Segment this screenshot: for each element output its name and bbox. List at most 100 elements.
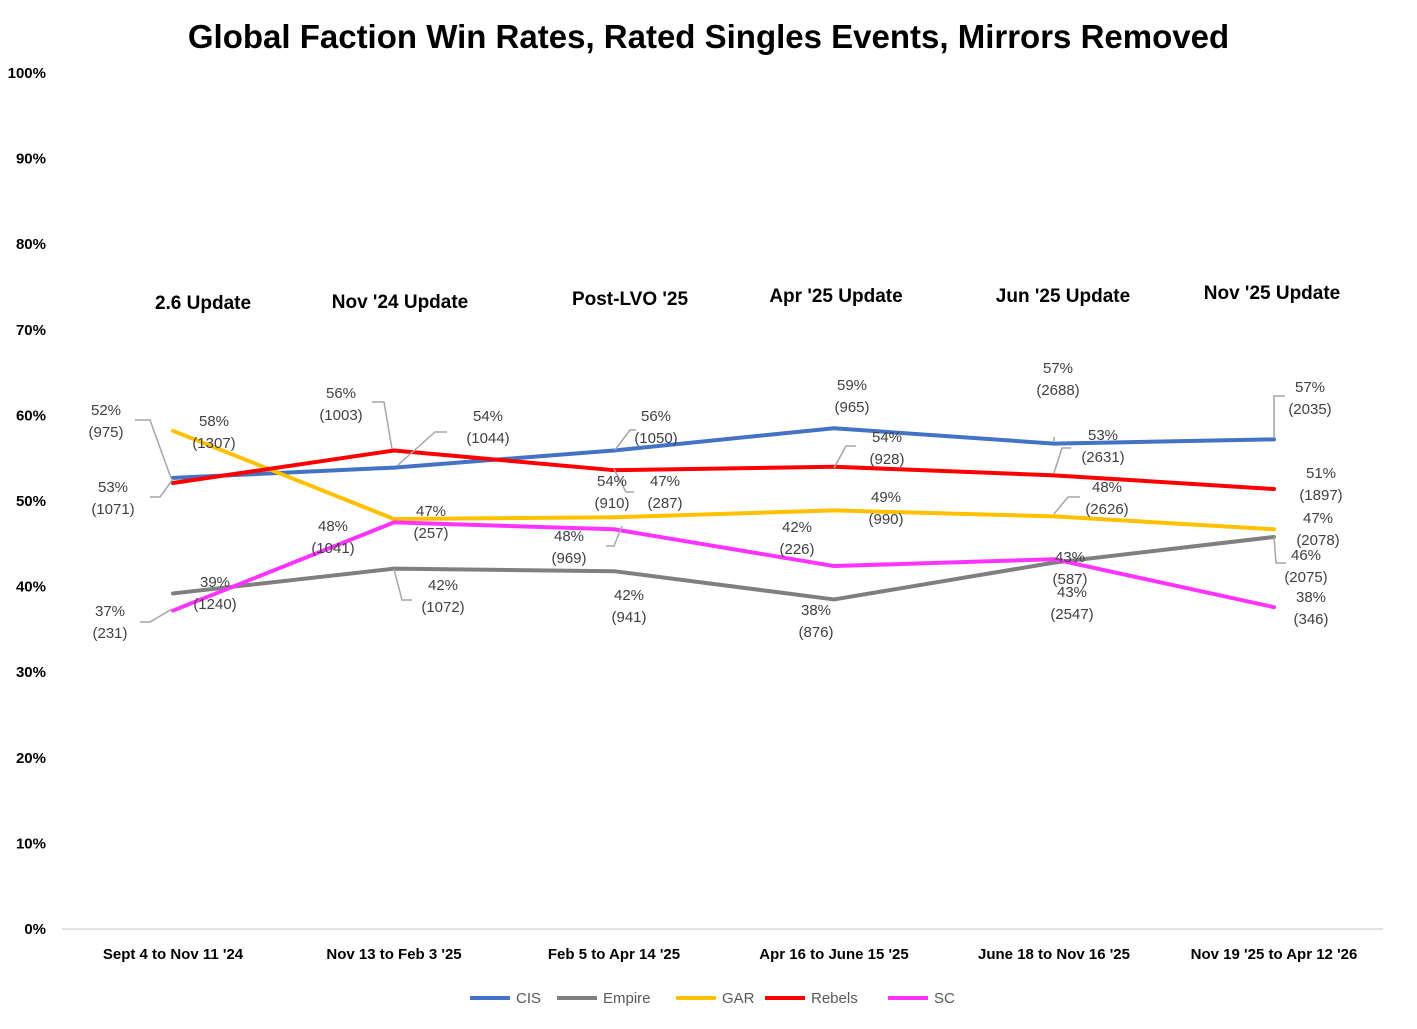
data-label-count: (928) (869, 451, 904, 468)
period-annotation: Jun '25 Update (996, 286, 1130, 307)
data-label-value: 57% (1295, 379, 1325, 396)
data-label-value: 59% (837, 377, 867, 394)
data-label-value: 47% (1303, 510, 1333, 527)
data-label-value: 57% (1043, 360, 1073, 377)
data-label-value: 51% (1306, 465, 1336, 482)
data-label-leader (606, 525, 623, 547)
data-label-value: 39% (200, 574, 230, 591)
data-label-value: 38% (801, 602, 831, 619)
legend-label-sc: SC (934, 990, 955, 1007)
data-label-count: (2547) (1050, 606, 1093, 623)
data-label-count: (1071) (91, 501, 134, 518)
data-label-count: (941) (611, 609, 646, 626)
data-label-value: 42% (428, 577, 458, 594)
data-label-count: (231) (92, 625, 127, 642)
data-label-value: 53% (98, 479, 128, 496)
series-line-rebels (171, 448, 1276, 492)
data-label-leader (393, 568, 412, 601)
data-label-count: (1307) (192, 435, 235, 452)
y-tick-label: 30% (16, 664, 46, 681)
data-label-value: 56% (326, 385, 356, 402)
data-label-value: 42% (782, 519, 812, 536)
x-tick-label: June 18 to Nov 16 '25 (978, 946, 1130, 963)
legend-label-gar: GAR (722, 990, 755, 1007)
data-label-count: (2075) (1284, 569, 1327, 586)
data-label-count: (990) (868, 511, 903, 528)
data-label-count: (2688) (1036, 382, 1079, 399)
data-label-count: (910) (594, 495, 629, 512)
legend-label-empire: Empire (603, 990, 651, 1007)
data-label-count: (226) (779, 541, 814, 558)
y-tick-label: 90% (16, 151, 46, 168)
data-label-value: 47% (416, 503, 446, 520)
data-label-value: 54% (872, 429, 902, 446)
data-label-count: (975) (88, 424, 123, 441)
y-tick-label: 80% (16, 236, 46, 253)
data-label-count: (1897) (1299, 487, 1342, 504)
data-label-value: 48% (318, 518, 348, 535)
y-tick-label: 50% (16, 493, 46, 510)
y-tick-label: 60% (16, 407, 46, 424)
period-annotation: Nov '25 Update (1204, 283, 1341, 304)
data-label-count: (257) (413, 525, 448, 542)
data-label-count: (876) (798, 624, 833, 641)
data-label-value: 58% (199, 413, 229, 430)
data-label-count: (965) (834, 399, 869, 416)
data-label-leader (140, 608, 173, 623)
data-label-leader (1053, 447, 1071, 474)
x-tick-label: Sept 4 to Nov 11 '24 (103, 946, 244, 963)
data-label-leader (150, 478, 174, 498)
data-label-count: (346) (1293, 611, 1328, 628)
series-line-cis (171, 426, 1276, 480)
y-tick-label: 100% (8, 65, 46, 82)
data-label-count: (2631) (1081, 449, 1124, 466)
x-tick-label: Feb 5 to Apr 14 '25 (548, 946, 680, 963)
data-label-count: (1041) (311, 540, 354, 557)
data-label-count: (1072) (421, 599, 464, 616)
data-label-count: (969) (551, 550, 586, 567)
data-label-value: 43% (1055, 549, 1085, 566)
data-label-count: (1003) (319, 407, 362, 424)
data-label-leader (135, 419, 172, 479)
y-tick-label: 0% (24, 921, 46, 938)
data-label-value: 52% (91, 402, 121, 419)
data-label-leader (833, 445, 856, 469)
data-label-leader (397, 431, 447, 466)
data-label-count: (2078) (1296, 532, 1339, 549)
data-label-value: 49% (871, 489, 901, 506)
period-annotation: Apr '25 Update (769, 286, 902, 307)
data-label-leader (613, 468, 634, 493)
x-tick-label: Apr 16 to June 15 '25 (759, 946, 908, 963)
data-label-count: (287) (647, 495, 682, 512)
data-label-count: (2035) (1288, 401, 1331, 418)
y-tick-label: 70% (16, 322, 46, 339)
data-label-count: (2626) (1085, 501, 1128, 518)
x-tick-label: Nov 13 to Feb 3 '25 (326, 946, 461, 963)
data-label-value: 38% (1296, 589, 1326, 606)
data-label-count: (1240) (193, 596, 236, 613)
period-annotation: Post-LVO '25 (572, 289, 689, 310)
data-label-leader (372, 401, 393, 450)
series-line-gar (171, 428, 1276, 532)
data-label-value: 48% (554, 528, 584, 545)
data-label-count: (1050) (634, 430, 677, 447)
data-label-leader (1053, 496, 1080, 515)
legend-label-rebels: Rebels (811, 990, 858, 1007)
y-tick-label: 10% (16, 835, 46, 852)
data-label-count: (587) (1052, 571, 1087, 588)
data-label-value: 53% (1088, 427, 1118, 444)
data-label-count: (1044) (466, 430, 509, 447)
data-label-value: 47% (650, 473, 680, 490)
data-label-leader (614, 429, 636, 451)
data-label-leader (1273, 536, 1286, 564)
data-label-value: 43% (1057, 584, 1087, 601)
period-annotation: 2.6 Update (155, 293, 251, 314)
data-label-value: 54% (597, 473, 627, 490)
y-tick-label: 20% (16, 750, 46, 767)
data-label-value: 42% (614, 587, 644, 604)
data-label-value: 48% (1092, 479, 1122, 496)
data-label-value: 46% (1291, 547, 1321, 564)
series-line-empire (171, 534, 1276, 602)
x-tick-label: Nov 19 '25 to Apr 12 '26 (1191, 946, 1358, 963)
